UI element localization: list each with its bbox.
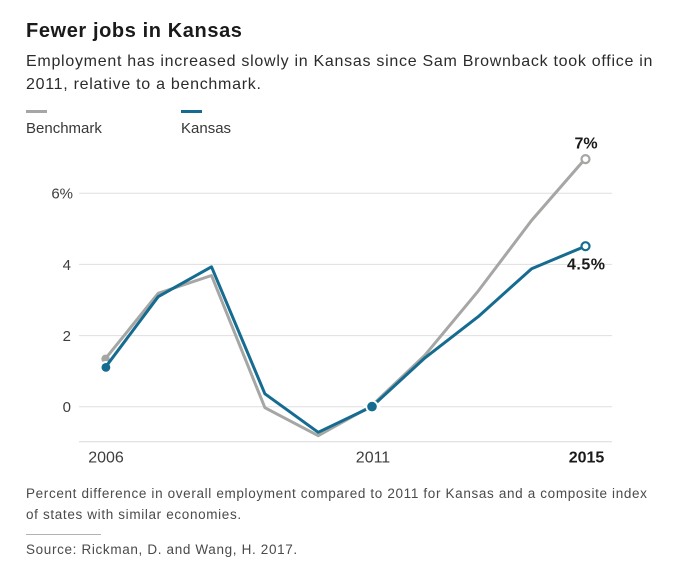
svg-text:6%: 6%: [51, 186, 73, 203]
svg-text:7%: 7%: [574, 136, 597, 153]
svg-text:2011: 2011: [356, 450, 391, 467]
svg-text:4: 4: [63, 257, 71, 274]
svg-text:2: 2: [63, 328, 71, 345]
svg-text:0: 0: [63, 399, 71, 416]
svg-text:2006: 2006: [88, 450, 124, 467]
svg-text:4.5%: 4.5%: [567, 257, 605, 274]
svg-text:2015: 2015: [569, 450, 605, 467]
